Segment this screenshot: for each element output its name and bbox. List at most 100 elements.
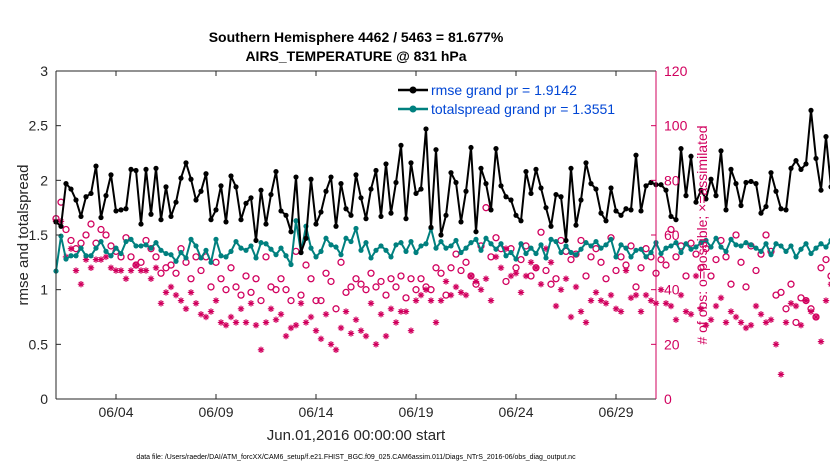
left-axis-label: rmse and totalspread xyxy=(15,165,32,306)
obs-possible-point xyxy=(662,261,670,269)
obs-assimilated-point xyxy=(772,341,780,348)
rmse-point xyxy=(143,166,149,172)
obs-assimilated-point xyxy=(627,294,635,302)
obs-assimilated-point xyxy=(432,319,440,326)
obs-assimilated-point xyxy=(702,322,710,329)
totalspread-point xyxy=(228,248,234,254)
obs-possible-point xyxy=(222,286,230,294)
totalspread-point xyxy=(698,240,704,246)
obs-assimilated-point xyxy=(347,330,355,337)
obs-assimilated-point xyxy=(402,308,410,315)
obs-possible-point xyxy=(712,255,720,264)
obs-assimilated-point xyxy=(712,302,720,310)
obs-possible-point xyxy=(302,261,310,269)
totalspread-point xyxy=(363,240,369,246)
obs-assimilated-point xyxy=(252,322,260,329)
obs-possible-point xyxy=(537,228,545,236)
rmse-point xyxy=(598,210,604,216)
obs-assimilated-point xyxy=(287,324,295,332)
obs-assimilated-point xyxy=(577,308,585,315)
obs-possible-point xyxy=(822,255,830,264)
legend-rmse-marker xyxy=(409,86,417,94)
obs-assimilated-point xyxy=(517,289,525,296)
obs-possible-point xyxy=(127,253,135,261)
y-left-tick-label: 2 xyxy=(40,172,48,188)
rmse-point xyxy=(438,232,444,238)
rmse-point xyxy=(113,208,119,214)
rmse-point xyxy=(263,221,269,227)
rmse-point xyxy=(63,181,69,187)
obs-assimilated-point xyxy=(112,267,120,274)
chart-subtitle: AIRS_TEMPERATURE @ 831 hPa xyxy=(245,48,466,64)
rmse-point xyxy=(353,172,359,178)
obs-assimilated-point xyxy=(647,297,655,304)
rmse-point xyxy=(318,209,324,215)
totalspread-point xyxy=(313,254,319,260)
totalspread-point xyxy=(398,240,404,246)
totalspread-point xyxy=(738,243,744,249)
obs-assimilated-point xyxy=(352,316,360,323)
totalspread-point xyxy=(258,240,264,246)
obs-assimilated-point xyxy=(492,253,500,261)
rmse-point xyxy=(593,186,599,192)
totalspread-point xyxy=(533,250,539,257)
totalspread-point xyxy=(793,254,799,260)
rmse-point xyxy=(153,165,159,171)
totalspread-point xyxy=(213,236,219,242)
totalspread-point xyxy=(278,245,284,251)
x-tick-label: 06/04 xyxy=(98,404,133,420)
obs-possible-point xyxy=(97,225,105,234)
totalspread-point xyxy=(668,243,674,249)
obs-assimilated-point xyxy=(752,302,760,310)
obs-assimilated-point xyxy=(72,267,80,274)
totalspread-point xyxy=(188,236,194,242)
totalspread-point xyxy=(193,243,199,249)
obs-assimilated-point xyxy=(392,319,400,326)
totalspread-point xyxy=(513,256,519,262)
obs-possible-point xyxy=(107,242,115,250)
obs-assimilated-point xyxy=(182,305,190,312)
obs-assimilated-point xyxy=(602,300,610,307)
x-axis-label: Jun.01,2016 00:00:00 start xyxy=(267,427,446,444)
obs-assimilated-point xyxy=(817,338,825,345)
totalspread-point xyxy=(388,254,394,260)
rmse-point xyxy=(128,166,134,172)
totalspread-point xyxy=(638,246,644,252)
obs-possible-point xyxy=(827,272,830,280)
totalspread-point xyxy=(493,246,499,252)
totalspread-point xyxy=(748,242,754,248)
totalspread-point xyxy=(143,242,149,248)
rmse-point xyxy=(433,147,439,153)
obs-possible-point xyxy=(437,269,445,277)
obs-assimilated-point xyxy=(807,308,815,315)
totalspread-point xyxy=(83,253,89,259)
totalspread-point xyxy=(443,245,449,251)
obs-possible-point xyxy=(492,234,500,242)
rmse-point xyxy=(668,213,674,220)
rmse-point xyxy=(93,163,99,169)
totalspread-point xyxy=(503,253,509,259)
rmse-point xyxy=(283,212,289,218)
totalspread-point xyxy=(673,240,679,246)
rmse-point xyxy=(363,216,369,222)
y-right-tick-label: 60 xyxy=(664,227,680,243)
totalspread-point xyxy=(613,254,619,260)
obs-possible-point xyxy=(372,283,380,291)
obs-possible-point xyxy=(657,255,665,264)
obs-possible-point xyxy=(62,225,70,234)
obs-assimilated-point xyxy=(242,319,250,326)
totalspread-point xyxy=(323,235,329,241)
rmse-point xyxy=(723,207,729,213)
totalspread-point xyxy=(328,242,334,248)
rmse-point xyxy=(218,183,224,189)
obs-assimilated-point xyxy=(67,245,75,252)
rmse-point xyxy=(528,190,534,197)
totalspread-point xyxy=(248,243,254,249)
totalspread-point xyxy=(338,252,344,258)
obs-possible-point xyxy=(82,231,90,239)
obs-assimilated-point xyxy=(507,272,515,280)
totalspread-point xyxy=(78,245,84,251)
obs-assimilated-point xyxy=(717,294,725,302)
obs-possible-point xyxy=(312,296,320,305)
